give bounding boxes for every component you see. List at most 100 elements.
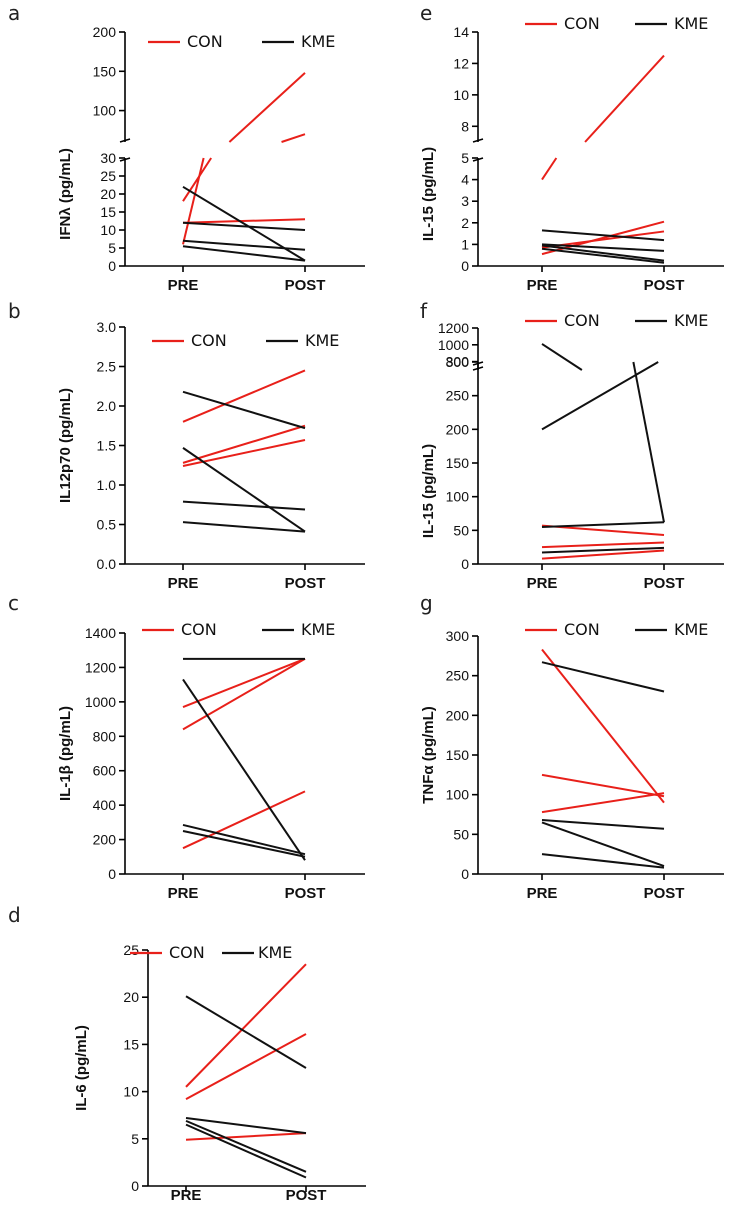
y-tick-label: 2.5 [97,359,117,375]
kme-series-line [541,821,665,868]
x-tick-label: PRE [168,575,199,592]
y-tick-label: 0 [108,258,116,274]
legend-kme-label: KME [305,331,339,350]
y-tick-label: 0.5 [97,517,117,533]
kme-series-line [182,221,306,231]
y-axis-title: IL-15 (pg/mL) [420,444,437,538]
y-tick-label: 10 [100,222,116,238]
y-axis-title: IL-1β (pg/mL) [57,706,74,801]
y-tick-label: 100 [446,787,470,803]
legend-con-label: CON [169,943,205,962]
con-series-line [541,773,665,798]
y-tick-label: 4 [461,172,469,188]
y-tick-label: 15 [123,1036,139,1052]
y-tick-label: 14 [453,24,469,40]
panel-letter: e [420,1,432,25]
y-tick-label: 50 [453,522,469,538]
x-tick-label: POST [644,277,685,294]
kme-series-line [182,239,306,251]
y-tick-label: 150 [93,63,117,79]
con-series-line [185,1132,307,1141]
legend-con-label: CON [564,14,600,33]
kme-series-line [541,243,665,252]
axis-break-mark [472,361,484,366]
x-tick-label: PRE [527,885,558,902]
kme-series-line [182,521,306,533]
y-tick-label: 5 [461,150,469,166]
y-tick-label: 200 [446,421,470,437]
kme-series-line [541,229,665,242]
x-tick-label: POST [285,575,326,592]
y-tick-label: 3.0 [97,319,117,335]
legend-kme-label: KME [301,620,335,639]
kme-series-line [185,1123,307,1179]
panel-d: d 0 5 10 15 20 25 PRE POST IL-6 (pg/mL) CON KME [8,903,366,1204]
panel-a: a 0 5 10 15 20 25 30 100 150 200 PRE POST IFNλ (pg/mL… [8,1,365,294]
con-series-line [541,524,665,537]
legend-con-label: CON [564,620,600,639]
y-tick-label: 0.0 [97,556,117,572]
panel-letter: b [8,299,21,323]
kme-series-line [182,447,306,533]
y-tick-label: 0 [461,866,469,882]
y-tick-label: 10 [453,87,469,103]
y-tick-label: 1400 [85,625,116,641]
x-tick-label: PRE [168,277,199,294]
y-tick-label: 600 [93,763,117,779]
kme-series-line [541,247,665,264]
y-tick-label: 1.0 [97,477,117,493]
legend-con-label: CON [191,331,227,350]
y-axis-title: IFNλ (pg/mL) [57,148,74,240]
y-tick-label: 30 [100,150,116,166]
y-tick-label: 250 [446,668,470,684]
panel-b: b 0.0 0.5 1.0 1.5 2.0 2.5 3.0 PRE POST IL12p70 (pg… [8,299,365,592]
kme-series-line [182,245,306,262]
legend-kme-label: KME [301,32,335,51]
legend-kme-label: KME [674,14,708,33]
y-tick-label: 200 [446,707,470,723]
axis-break-mark [119,138,131,143]
legend-con-label: CON [564,311,600,330]
con-series-line [541,541,665,549]
y-tick-label: 1200 [85,659,116,675]
y-tick-label: 1000 [85,694,116,710]
panel-letter: a [8,1,20,25]
x-tick-label: PRE [168,885,199,902]
kme-series-line [185,1119,307,1173]
y-tick-label: 400 [93,797,117,813]
y-tick-label: 0 [461,258,469,274]
kme-series-line [182,823,306,856]
kme-series-line [182,500,306,511]
y-tick-label: 20 [100,186,116,202]
kme-series-line [541,819,665,830]
y-tick-label: 150 [446,455,470,471]
kme-series-line [541,361,659,431]
y-tick-label: 1 [461,236,469,252]
con-series-line [182,424,306,464]
legend-con-label: CON [187,32,223,51]
axis-break-mark [472,366,484,371]
x-tick-label: PRE [527,277,558,294]
kme-series-line [185,995,307,1069]
kme-series-line [541,661,665,693]
kme-series-line [541,521,665,528]
y-tick-label: 2 [461,215,469,231]
y-tick-label: 25 [123,942,139,958]
x-tick-label: POST [286,1187,327,1204]
kme-series-line [541,244,665,262]
con-series-line [182,157,205,245]
y-tick-label: 300 [446,628,470,644]
con-series-line [182,790,306,850]
kme-series-line [182,678,306,861]
x-tick-label: POST [644,575,685,592]
panel-g: g 0 50 100 150 200 250 300 PRE POST TNFα (pg/mL) CO… [420,591,724,902]
y-tick-label: 800 [446,354,470,370]
y-tick-label: 100 [93,103,117,119]
con-series-line [281,133,306,143]
con-series-line [182,218,306,224]
kme-series-line [541,853,665,869]
y-axis-title: IL12p70 (pg/mL) [57,388,74,503]
y-tick-label: 1000 [438,337,469,353]
kme-series-line [632,361,665,523]
